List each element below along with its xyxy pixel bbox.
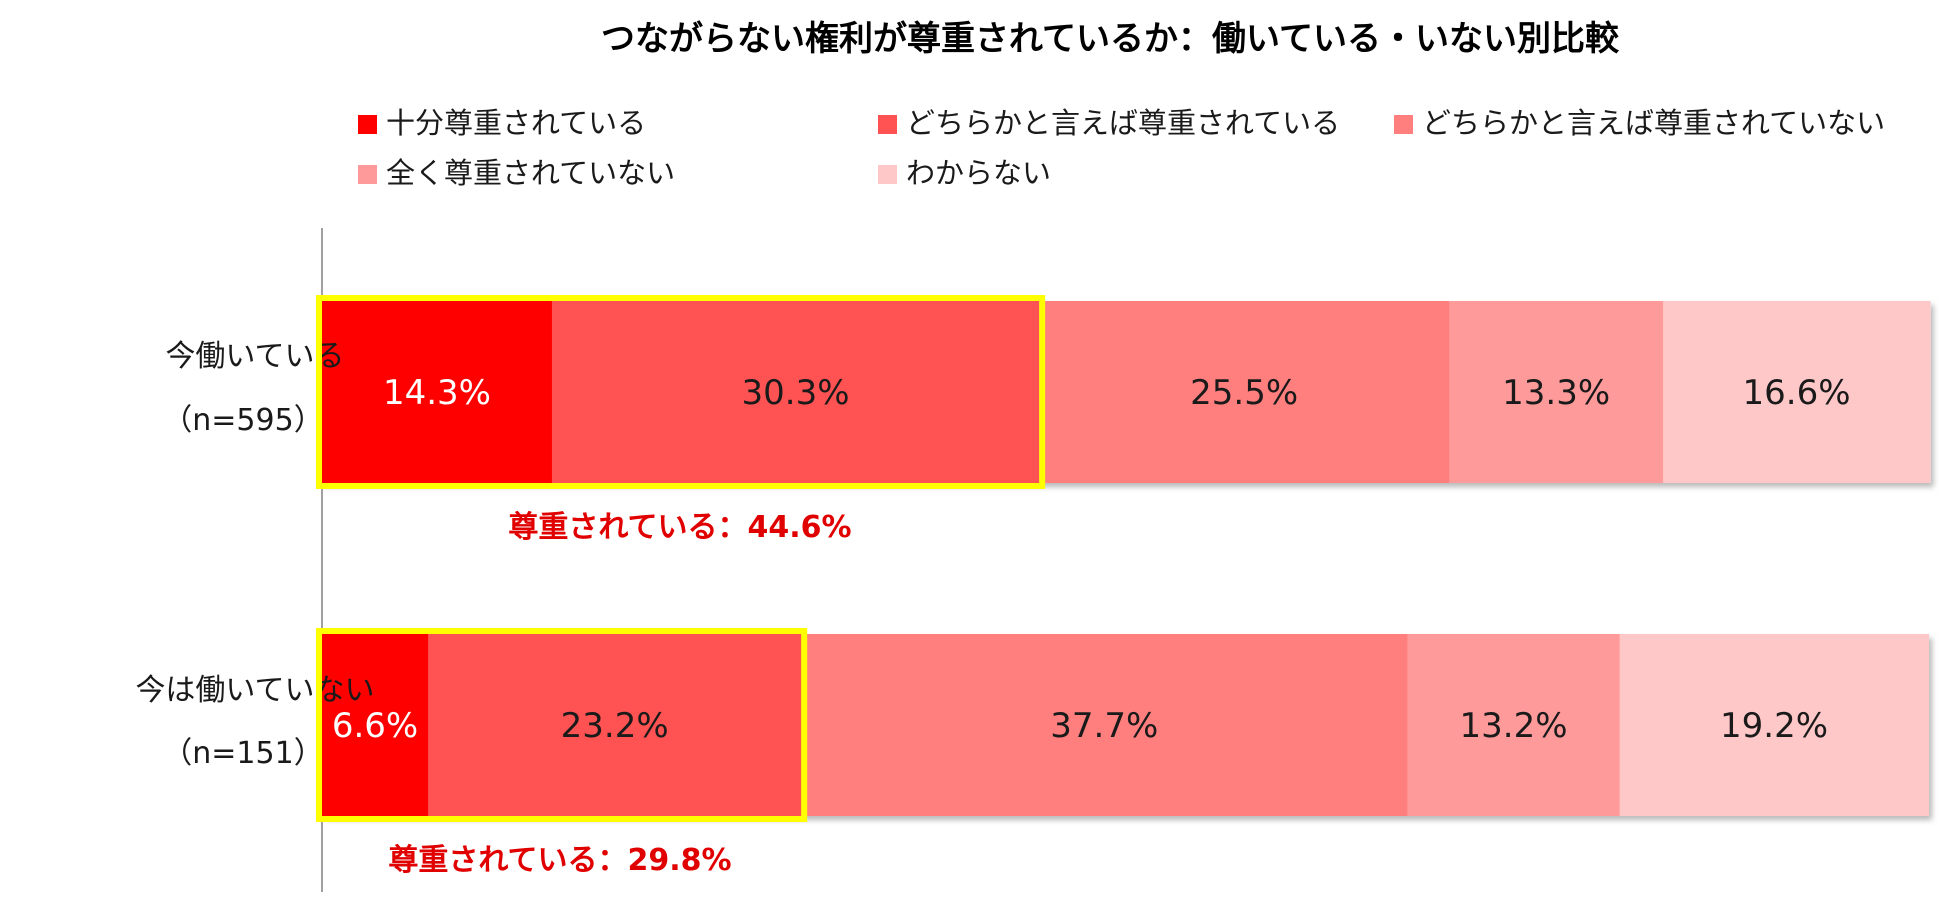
value-label-r1-s2: 30.3% xyxy=(742,373,850,413)
bar-segment-r2-s5 xyxy=(1619,634,1929,816)
legend-label-5: わからない xyxy=(906,156,1051,190)
value-label-r2-s2: 23.2% xyxy=(561,706,669,746)
legend-label-1: 十分尊重されている xyxy=(386,106,646,140)
row-n-label-1: （n=595） xyxy=(162,403,323,438)
legend-label-3: どちらかと言えば尊重されていない xyxy=(1422,106,1885,140)
value-label-r1-s1: 14.3% xyxy=(383,373,491,413)
summary-label-1: 尊重されている：44.6% xyxy=(508,510,851,545)
highlight-box-1 xyxy=(316,295,1046,489)
legend-swatch-2 xyxy=(878,115,897,134)
legend: 十分尊重されている どちらかと言えば尊重されている どちらかと言えば尊重されていない… xyxy=(358,106,1885,190)
value-label-r2-s5: 19.2% xyxy=(1720,706,1828,746)
bar-segment-r2-s1 xyxy=(322,634,429,816)
bar-segment-r1-s4 xyxy=(1449,301,1664,483)
labels: 今働いている （n=595） 14.3% 30.3% 25.5% 13.3% 16.6% 尊重… xyxy=(135,295,1851,878)
legend-swatch-4 xyxy=(358,165,377,184)
value-label-r2-s3: 37.7% xyxy=(1050,706,1158,746)
legend-label-4: 全く尊重されていない xyxy=(386,156,675,190)
row-label-2: 今は働いていない xyxy=(135,673,374,708)
bar-segment-r1-s2 xyxy=(551,301,1040,483)
bar-segment-r2-s2 xyxy=(428,634,802,816)
legend-swatch-1 xyxy=(358,115,377,134)
value-label-r2-s1: 6.6% xyxy=(332,706,418,746)
legend-label-2: どちらかと言えば尊重されている xyxy=(906,106,1340,140)
value-label-r1-s4: 13.3% xyxy=(1502,373,1610,413)
bar-segment-r2-s4 xyxy=(1407,634,1621,816)
bar-row-1 xyxy=(322,301,1931,483)
legend-swatch-3 xyxy=(1394,115,1413,134)
row-n-label-2: （n=151） xyxy=(162,736,323,771)
chart-title: つながらない権利が尊重されているか：働いている・いない別比較 xyxy=(601,19,1620,59)
summary-label-2: 尊重されている：29.8% xyxy=(388,843,731,878)
bar-segment-r1-s5 xyxy=(1663,301,1931,483)
value-label-r2-s4: 13.2% xyxy=(1460,706,1568,746)
row-label-1: 今働いている xyxy=(165,339,344,374)
bar-segment-r2-s3 xyxy=(801,634,1408,816)
legend-swatch-5 xyxy=(878,165,897,184)
bar-segment-r1-s3 xyxy=(1039,301,1450,483)
highlight-box-2 xyxy=(316,628,808,822)
bars xyxy=(322,301,1931,816)
bar-row-2 xyxy=(322,634,1929,816)
value-label-r1-s5: 16.6% xyxy=(1743,373,1851,413)
value-label-r1-s3: 25.5% xyxy=(1190,373,1298,413)
bar-segment-r1-s1 xyxy=(322,301,553,483)
